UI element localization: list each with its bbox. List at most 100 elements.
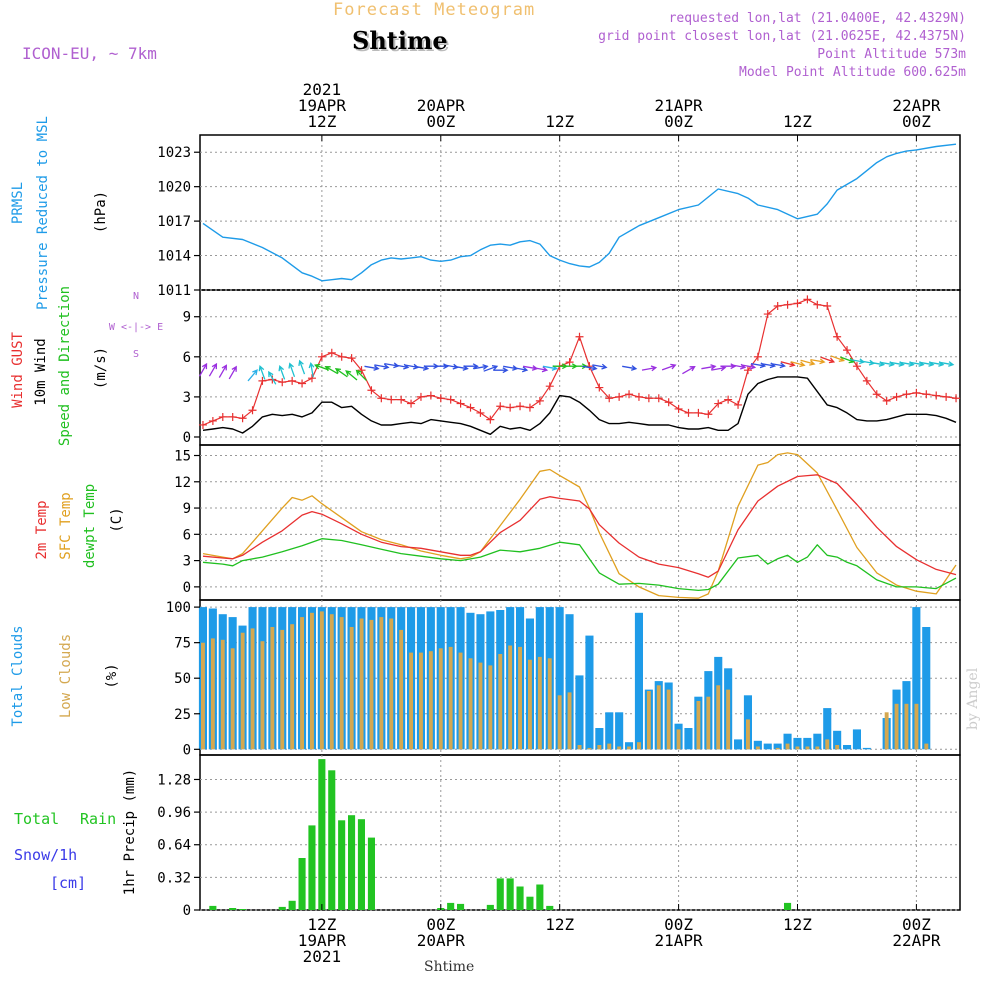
wind-speed-line [202,376,957,435]
low-cloud-bar [726,689,731,750]
time-label-bottom: 21APR [655,931,704,950]
gust-marker [892,392,901,401]
rain-bar [496,878,504,910]
gust-marker [446,395,455,404]
low-cloud-bar [290,624,295,750]
low-cloud-bar [448,646,453,750]
gust-marker [298,379,307,388]
wind-direction-arrow [374,363,390,370]
rain-bar [506,878,514,910]
time-label-top: 12Z [783,112,812,131]
low-cloud-bar [676,729,681,750]
wind-direction-arrow [483,365,499,372]
clouds-unit: (%) [104,663,120,688]
gust-marker [436,394,445,403]
rain-bar [318,759,326,910]
low-cloud-bar [627,746,631,750]
compass-south: S [133,349,139,360]
wind-direction-arrow [740,363,757,370]
temp-sfc-label: SFC Temp [58,492,74,559]
gust-marker [535,396,544,405]
gust-marker [545,382,554,391]
total-cloud-bar [565,614,574,750]
low-cloud-bar [300,617,304,750]
rain-bar [367,837,375,910]
gust-marker [208,416,217,425]
time-label-top: 2021 [303,80,342,99]
low-cloud-bar [617,746,622,750]
precip-ylabel: 1hr Precip (mm) [122,769,138,895]
y-tick-label: 1.28 [157,772,191,788]
y-tick-label: 1011 [157,283,191,299]
gust-marker [218,412,227,421]
rain-bar [546,905,554,910]
gust-marker [456,399,465,408]
wind-direction-arrow [622,365,638,371]
gust-marker [773,302,782,311]
time-label-bottom: 2021 [303,947,342,966]
rain-bar [298,858,306,910]
wind-direction-arrow [268,370,277,385]
temp-2m-label: 2m Temp [34,500,50,559]
total-cloud-bar [575,675,584,750]
total-clouds-label: Total Clouds [10,625,26,726]
y-tick-label: 1020 [157,180,191,196]
rain-bar [516,886,524,910]
gust-marker [803,295,812,304]
low-cloud-bar [389,618,394,750]
low-clouds-label: Low Clouds [58,634,74,718]
low-cloud-bar [924,743,929,750]
wind-direction-arrow [532,366,549,373]
gust-marker [367,386,376,395]
wind-direction-arrow [939,361,955,367]
rain-bar [209,905,217,910]
low-cloud-bar [795,746,800,750]
gust-marker [595,383,604,392]
gust-marker [922,390,931,399]
rain-bar [486,904,494,910]
gust-marker [565,358,574,367]
snow-unit: [cm] [50,874,86,892]
total-cloud-bar [625,742,634,750]
total-cloud-bar [734,739,743,750]
y-tick-label: 1017 [157,214,191,230]
y-tick-label: 6 [183,350,191,366]
temp-unit-group: (C) [109,507,125,532]
y-tick-label: 100 [166,600,191,616]
low-cloud-bar [914,703,919,750]
low-cloud-bar [220,639,225,750]
low-cloud-bar [577,745,582,750]
panel-gridlines [200,135,960,911]
gust-marker [426,391,435,400]
time-label-bottom: 19APR [298,931,347,950]
y-tick-label: 9 [183,501,191,517]
clouds-unit-group: (%) [104,663,120,688]
wind-10m-label-group: 10m Wind [33,338,49,405]
total-cloud-bar [615,712,624,750]
wind-direction-arrow [218,364,227,378]
temp-dewpt-label-group: dewpt Temp [82,484,98,568]
low-cloud-bar [349,627,354,750]
low-cloud-bar [310,612,314,750]
gust-marker [248,406,257,415]
gust-marker [278,378,287,387]
total-cloud-bar [813,733,822,750]
model-point-altitude: Model Point Altitude 600.625m [739,65,966,80]
low-cloud-bar [637,742,641,750]
y-tick-label: 3 [183,554,191,570]
gust-marker [198,420,207,429]
total-cloud-bar [922,627,931,750]
gust-marker [813,300,822,309]
low-cloud-bar [518,646,522,750]
wind-direction-arrow [208,362,218,377]
total-cloud-bar [803,737,812,750]
wind-direction-arrow [810,358,826,365]
gust-marker [377,394,386,403]
low-cloud-bar [438,648,443,750]
time-label-bottom: 00Z [664,915,693,934]
gust-marker [307,374,316,383]
gust-marker [714,399,723,408]
low-cloud-bar [210,638,215,750]
gust-marker [912,388,921,397]
low-cloud-bar [904,703,909,750]
